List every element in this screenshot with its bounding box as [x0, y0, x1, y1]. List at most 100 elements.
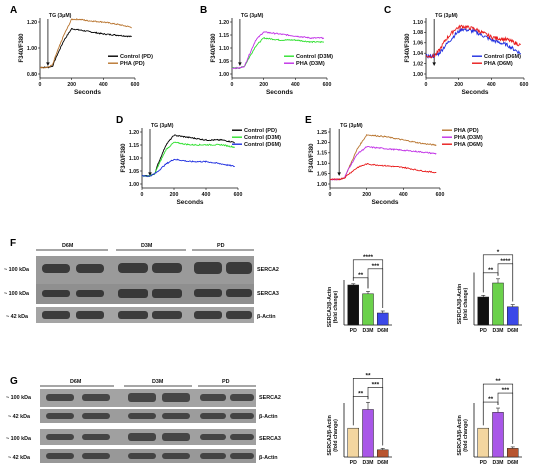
bar-category-label: D3M — [363, 460, 374, 466]
x-axis-label: Seconds — [461, 89, 488, 96]
y-tick-label: 1.00 — [219, 72, 229, 78]
y-axis-label: F340/F380 — [211, 33, 217, 63]
x-tick-label: 200 — [362, 192, 371, 198]
band — [42, 264, 70, 273]
y-tick-label: 1.00 — [129, 182, 139, 188]
bar-y-label: SERCA3/β-Actin — [457, 284, 463, 324]
x-tick-label: 600 — [234, 192, 243, 198]
x-tick-label: 600 — [131, 82, 140, 88]
legend-label: Control (PD) — [120, 54, 153, 60]
blot-g-band-actin-2: β-Actin — [259, 455, 278, 461]
band — [82, 413, 110, 419]
panel-label-b: B — [200, 5, 207, 16]
blot-f-group-pd: PD — [217, 243, 225, 249]
legend-label: Control (D6M) — [484, 54, 521, 60]
bar-category-label: PD — [350, 460, 357, 466]
y-tick-label: 1.04 — [413, 51, 423, 57]
band — [82, 453, 110, 459]
sig-bracket — [482, 383, 514, 444]
chart-e: 0 200 400 600 1.25 1.20 1.15 1.10 1.05 1.00 Second… — [309, 123, 483, 206]
legend-label: Control (D3M) — [296, 54, 333, 60]
bar-category-label: D3M — [493, 460, 504, 466]
band — [194, 289, 222, 297]
bar-y-sublabel: (fold change) — [333, 419, 339, 452]
y-tick-label: 1.20 — [317, 140, 327, 146]
x-axis-label: Seconds — [266, 89, 293, 96]
series-line-control-d6m- — [425, 26, 522, 59]
bar-category-label: D6M — [507, 460, 518, 466]
legend-label: PHA (PD) — [120, 61, 145, 67]
band — [162, 393, 190, 402]
band — [162, 433, 190, 441]
band — [230, 413, 254, 419]
band — [128, 393, 156, 402]
x-tick-label: 600 — [323, 82, 332, 88]
band — [226, 262, 252, 274]
y-tick-label: 1.05 — [219, 59, 229, 65]
sig-label: *** — [372, 381, 380, 388]
blot-g-group-pd: PD — [222, 379, 230, 385]
sig-label: ** — [365, 372, 371, 379]
sig-label: ** — [495, 378, 501, 385]
series-line-pha-d3m- — [329, 146, 437, 181]
panel-label-d: D — [116, 115, 123, 126]
tg-arrow-head — [337, 172, 341, 176]
panel-label-c: C — [384, 5, 391, 16]
band — [200, 434, 226, 440]
sig-label: **** — [363, 254, 374, 261]
bar-y-label: SERCA2/β-Actin — [327, 287, 333, 327]
bar-y-sublabel: (fold change) — [463, 287, 469, 320]
series-line-pha-pd- — [39, 18, 132, 69]
band — [230, 394, 254, 401]
y-tick-label: 1.05 — [317, 171, 327, 177]
band — [42, 311, 70, 319]
blot-f-band-actin: β-Actin — [257, 314, 276, 320]
bar-d6m — [507, 448, 519, 458]
bar-y-sublabel: (fold change) — [463, 419, 469, 452]
legend-label: Control (D6M) — [244, 142, 281, 148]
bar-category-label: PD — [480, 328, 487, 334]
bar-category-label: D6M — [507, 328, 518, 334]
series-line-control-d6m- — [141, 158, 235, 178]
bar-category-label: D6M — [377, 460, 388, 466]
blot-f-band-serca2: SERCA2 — [257, 267, 279, 273]
western-blot-f: D6M D3M PD ~ 100 kDa — [4, 243, 279, 323]
band — [162, 453, 190, 459]
tg-arrow-head — [238, 62, 242, 66]
panel-label-e: E — [305, 115, 312, 126]
y-tick-label: 1.10 — [413, 20, 423, 26]
series-line-pha-d6m- — [329, 162, 437, 181]
y-tick-label: 1.25 — [317, 130, 327, 136]
x-axis-label: Seconds — [371, 199, 398, 206]
y-tick-label: 1.20 — [129, 130, 139, 136]
band — [162, 413, 190, 419]
bar-category-label: D3M — [363, 328, 374, 334]
bar-d3m — [362, 409, 374, 458]
chart-c: 0 200 400 600 1.10 1.08 1.06 1.04 1.02 1.00 Second… — [405, 13, 528, 96]
bar-chart-g-serca3: SERCA3/β-Actin (fold change)PD D3M D6M*****… — [457, 378, 522, 466]
legend-label: Control (PD) — [244, 128, 277, 134]
bar-chart-f-serca3: SERCA3/β-Actin (fold change)PD D3M D6M*****… — [457, 249, 522, 334]
y-tick-label: 1.00 — [413, 72, 423, 78]
band — [152, 263, 182, 273]
x-tick-label: 0 — [39, 82, 42, 88]
band — [46, 394, 74, 401]
blot-g-band-serca3: SERCA3 — [259, 436, 281, 442]
band — [194, 262, 222, 274]
sig-bracket — [352, 259, 384, 308]
sig-label: ** — [488, 267, 494, 274]
x-axis-label: Seconds — [74, 89, 101, 96]
x-tick-label: 400 — [399, 192, 408, 198]
blot-g-size-4: ~ 42 kDa — [8, 455, 31, 461]
x-tick-label: 400 — [487, 82, 496, 88]
sig-label: **** — [500, 258, 511, 265]
y-tick-label: 1.05 — [129, 169, 139, 175]
x-tick-label: 400 — [291, 82, 300, 88]
blot-g-band-actin-1: β-Actin — [259, 414, 278, 420]
bar-category-label: D3M — [493, 328, 504, 334]
series-line-control-pd- — [141, 134, 235, 178]
band — [76, 290, 104, 297]
tg-arrow-head — [148, 172, 152, 176]
blot-f-group-d3m: D3M — [141, 243, 153, 249]
